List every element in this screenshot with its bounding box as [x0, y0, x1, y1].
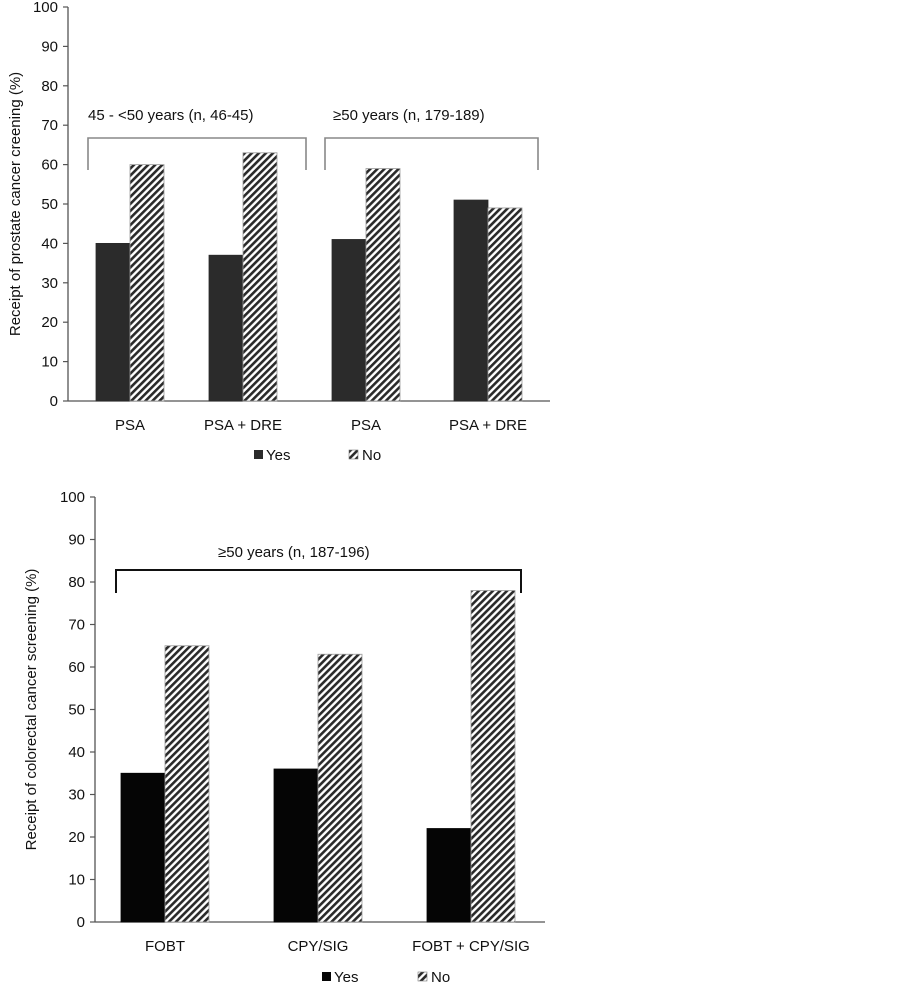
y-tick-label: 30	[41, 275, 58, 292]
y-tick-label: 90	[41, 38, 58, 55]
bar-yes-2	[426, 828, 472, 923]
y-tick-label: 70	[68, 617, 85, 634]
bar-yes-2	[331, 239, 367, 402]
bar-no-1	[317, 653, 363, 923]
x-tick-label: FOBT	[145, 938, 185, 955]
y-tick-label: 30	[68, 787, 85, 804]
group-annotation: ≥50 years (n, 187-196)	[218, 544, 370, 561]
y-tick-label: 20	[68, 829, 85, 846]
y-tick-label: 50	[41, 196, 58, 213]
y-tick-label: 80	[41, 78, 58, 95]
y-axis-label: Receipt of colorectal cancer screening (…	[23, 569, 40, 851]
bar-no-3	[487, 207, 523, 402]
y-tick-label: 10	[41, 354, 58, 371]
bar-no-0	[129, 164, 165, 402]
y-tick-label: 70	[41, 117, 58, 134]
legend-no-swatch	[417, 971, 428, 982]
y-tick-label: 90	[68, 532, 85, 549]
y-tick-label: 60	[41, 157, 58, 174]
bar-yes-0	[95, 242, 131, 402]
group-annotation: ≥50 years (n, 179-189)	[333, 107, 485, 124]
bar-yes-1	[208, 254, 244, 402]
y-axis-label: Receipt of prostate cancer creening (%)	[7, 72, 24, 336]
x-tick-label: CPY/SIG	[288, 938, 349, 955]
y-tick-label: 80	[68, 574, 85, 591]
x-tick-label: PSA	[351, 417, 381, 434]
y-tick-label: 0	[50, 393, 58, 410]
legend-yes-swatch	[322, 972, 331, 981]
bar-yes-3	[453, 199, 489, 402]
prostate-screening-chart: 0 10 20 30 40 50 60 70 80 90 100 Receipt of prostat…	[7, 0, 550, 464]
bar-yes-0	[120, 772, 166, 923]
x-tick-label: PSA	[115, 417, 145, 434]
y-tick-label: 0	[77, 914, 85, 931]
y-tick-label: 10	[68, 872, 85, 889]
group-annotation: 45 - <50 years (n, 46-45)	[88, 107, 254, 124]
group-bracket	[87, 137, 307, 170]
legend-yes-label: Yes	[334, 969, 358, 986]
legend-no-swatch	[348, 449, 359, 460]
y-tick-label: 50	[68, 702, 85, 719]
bar-no-0	[164, 645, 210, 923]
legend-no-label: No	[431, 969, 450, 986]
x-tick-label: FOBT + CPY/SIG	[412, 938, 530, 955]
y-tick-label: 100	[60, 489, 85, 506]
legend-yes-label: Yes	[266, 447, 290, 464]
bar-no-1	[242, 152, 278, 402]
bar-no-2	[365, 168, 401, 402]
bar-no-2	[470, 590, 516, 923]
x-tick-label: PSA + DRE	[449, 417, 527, 434]
group-bracket	[115, 569, 522, 593]
bar-yes-1	[273, 768, 319, 923]
y-tick-label: 40	[41, 235, 58, 252]
y-tick-label: 60	[68, 659, 85, 676]
y-tick-label: 20	[41, 314, 58, 331]
legend-no-label: No	[362, 447, 381, 464]
colorectal-screening-chart: 0 10 20 30 40 50 60 70 80 90 100 Receipt of colorec…	[23, 489, 545, 986]
group-bracket	[324, 137, 539, 170]
x-tick-label: PSA + DRE	[204, 417, 282, 434]
legend-yes-swatch	[254, 450, 263, 459]
y-tick-label: 40	[68, 744, 85, 761]
y-tick-label: 100	[33, 0, 58, 16]
